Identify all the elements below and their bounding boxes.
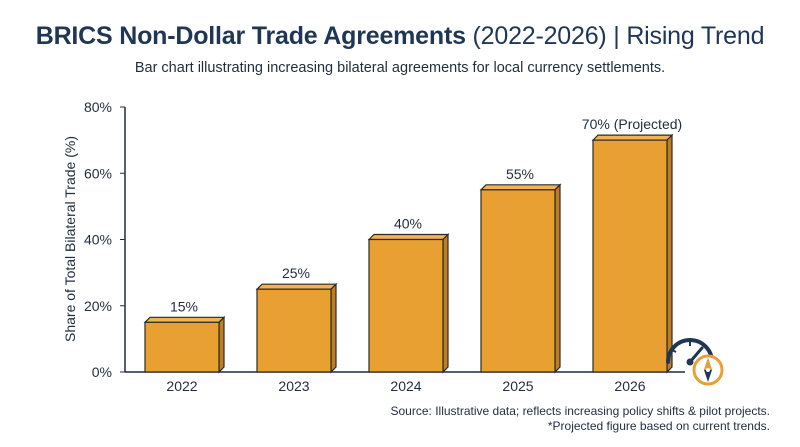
bar bbox=[368, 238, 444, 373]
x-tick-label: 2024 bbox=[390, 378, 421, 394]
data-label: 55% bbox=[506, 166, 534, 182]
chart-subtitle: Bar chart illustrating increasing bilate… bbox=[134, 60, 666, 76]
y-tick-label: 0% bbox=[92, 364, 112, 380]
chart-title-main: BRICS Non-Dollar Trade Agreements bbox=[35, 22, 466, 50]
bar-side-face bbox=[218, 315, 225, 374]
bar-side-face bbox=[442, 233, 449, 374]
x-tick-label: 2025 bbox=[502, 378, 533, 394]
speedometer-icon bbox=[666, 338, 714, 366]
x-tick-label: 2026 bbox=[614, 378, 645, 394]
bar-top-face bbox=[479, 184, 562, 191]
data-label: 40% bbox=[394, 216, 422, 232]
trend-badge bbox=[666, 338, 724, 386]
bar bbox=[480, 189, 556, 373]
bar-top-face bbox=[255, 283, 338, 290]
data-label: 70% (Projected) bbox=[582, 116, 682, 132]
y-tick-label: 80% bbox=[84, 99, 112, 115]
y-tick-label: 20% bbox=[84, 298, 112, 314]
bar-side-face bbox=[330, 282, 337, 374]
bar-top-face bbox=[367, 233, 450, 241]
projection-note: *Projected figure based on current trend… bbox=[547, 419, 770, 433]
y-tick-label: 40% bbox=[84, 232, 112, 248]
x-tick-label: 2022 bbox=[166, 378, 197, 394]
bar-top-face bbox=[143, 316, 226, 323]
source-line: Source: Illustrative data; reflects incr… bbox=[390, 404, 771, 418]
bar bbox=[592, 139, 668, 373]
source-note: Source: Illustrative data; reflects incr… bbox=[391, 404, 771, 434]
data-label: 15% bbox=[170, 298, 198, 314]
bar bbox=[144, 321, 220, 373]
bar-side-face bbox=[554, 183, 561, 374]
bar-top-face bbox=[591, 134, 674, 141]
y-tick-label: 60% bbox=[84, 165, 112, 181]
x-tick-label: 2023 bbox=[278, 378, 309, 394]
bar bbox=[256, 288, 332, 373]
chart-title: BRICS Non-Dollar Trade Agreements (2022-… bbox=[0, 22, 800, 51]
chart-title-rest: (2022-2026) | Rising Trend bbox=[472, 22, 765, 50]
data-label: 25% bbox=[282, 265, 310, 281]
compass-icon bbox=[692, 354, 724, 386]
